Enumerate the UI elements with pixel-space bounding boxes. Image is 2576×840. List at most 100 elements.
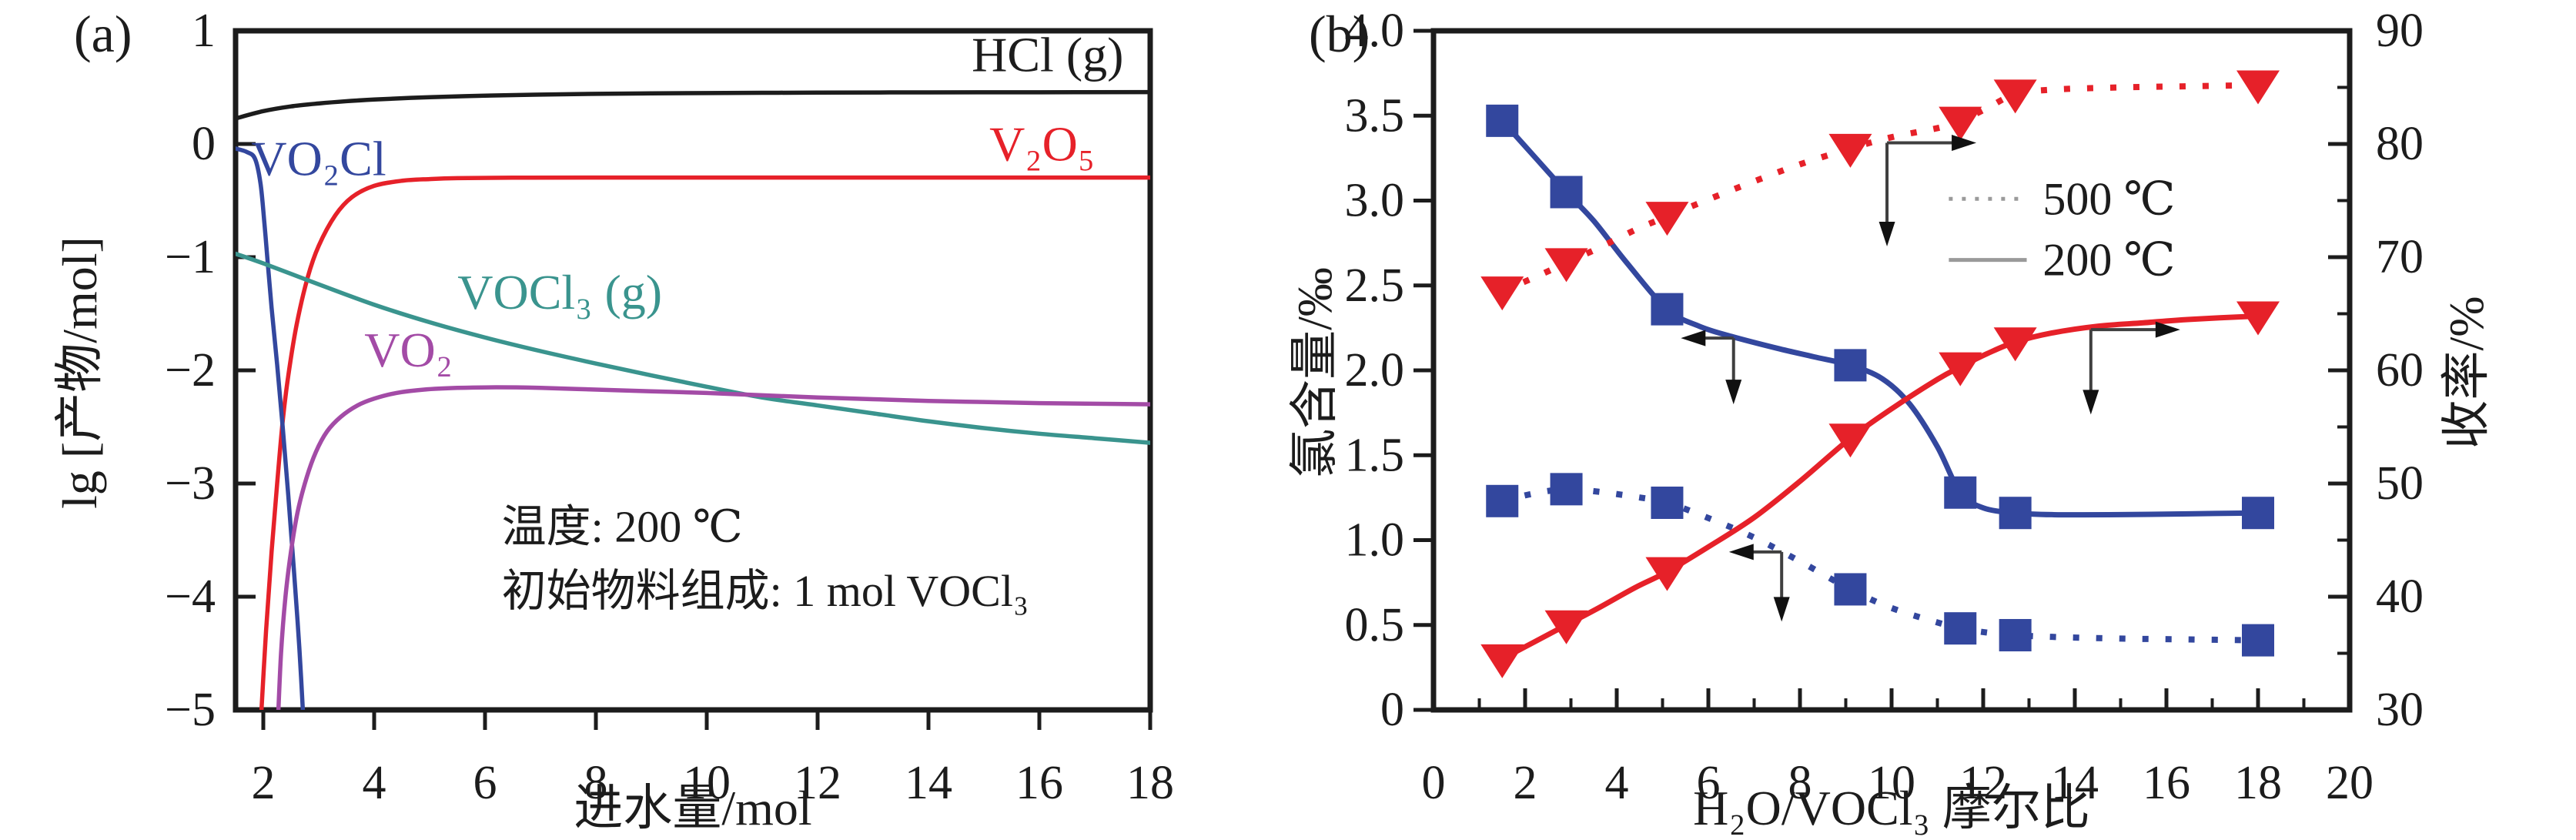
panel-a-y-tick-label: −5 [165,684,216,736]
panel-b-x-axis-title: H₂O/VOCl₃ 摩尔比 [1693,781,2090,835]
panel-a-y-tick-label: −1 [165,231,216,283]
panel-b-x-tick-label: 6 [1697,757,1721,809]
marker-square-cl-200 [1550,176,1583,209]
curve-label-vo2cl: VO₂Cl [251,132,386,186]
panel-a-x-tick-label: 2 [252,757,276,809]
panel-b-right-tick-label: 70 [2376,231,2424,283]
marker-triangle-yield-200 [1645,557,1689,591]
arrow-cl-200-h-arrowhead-icon [1681,330,1706,346]
legend-label-2: 200 ℃ [2042,235,2175,286]
marker-triangle-yield-200 [1480,644,1524,678]
marker-triangle-yield-500 [1939,106,1982,141]
panel-b-x-tick-label: 16 [2143,757,2190,809]
marker-square-cl-200 [1651,293,1684,326]
markers-yield-200 [1480,301,2280,678]
marker-triangle-yield-500 [1993,79,2037,114]
panel-a-annotation-line-1: 温度: 200 ℃ [502,501,743,551]
panel-b-left-tick-label: 4.0 [1345,5,1405,57]
marker-square-cl-200 [2242,497,2274,530]
panel-a-series-group [236,89,1150,710]
marker-triangle-yield-200 [1993,327,2037,362]
panel-b-x-tick-label: 18 [2234,757,2282,809]
arrow-yield-200 [2083,321,2180,415]
arrow-yield-500-v-arrowhead-icon [1878,222,1895,247]
panel-b-x-tick-label: 10 [1868,757,1915,809]
curve-vo2cl [236,146,306,710]
panel-b-right-tick-label: 50 [2376,457,2424,510]
panel-a-y-tick-label: 1 [192,5,216,57]
arrow-yield-200-h-arrowhead-icon [2155,321,2180,338]
curve-label-v2o5: V₂O₅ [989,117,1095,172]
marker-triangle-yield-500 [1828,133,1872,168]
legend-label-1: 500 ℃ [2042,173,2175,224]
panel-b-left-tick-label: 0 [1380,684,1404,736]
curve-label-vocl3: VOCl₃ (g) [457,265,662,320]
marker-square-cl-500 [1944,612,1977,645]
panel-a-x-tick-label: 12 [794,757,841,809]
marker-square-cl-500 [1486,484,1519,517]
panel-b-x-tick-label: 2 [1514,757,1537,809]
panel-b-left-tick-label: 3.5 [1345,89,1405,142]
marker-triangle-yield-500 [1645,202,1689,236]
panel-b-right-tick-label: 40 [2376,571,2424,623]
panel-b-right-tick-label: 90 [2376,5,2424,57]
panel-b-x-tick-label: 0 [1422,757,1446,809]
markers-cl-200 [1486,104,2274,530]
panel-b-left-tick-label: 3.0 [1345,175,1405,227]
panel-b-left-axis-title: 氯含量/‰ [1287,267,1342,478]
marker-square-cl-500 [1550,473,1583,506]
marker-square-cl-200 [1999,497,2032,530]
curve-label-vo2: VO₂ [364,323,453,377]
panel-a-x-tick-label: 16 [1015,757,1063,809]
panel-b-left-tick-label: 2.5 [1345,259,1405,312]
marker-triangle-yield-200 [1939,352,1982,387]
panel-b-right-tick-label: 30 [2376,684,2424,736]
panel-b-left-tick-label: 1.5 [1345,429,1405,481]
panel-b-right-axis-title: 收率/% [2439,296,2494,450]
marker-triangle-yield-500 [2236,70,2280,105]
arrow-yield-200-v-arrowhead-icon [2083,390,2099,415]
panel-b-left-tick-label: 0.5 [1345,599,1405,651]
panel-a-y-tick-label: −4 [165,571,216,623]
panel-b-plot: 0 2 4 6 8 10 12 14 16 18 20 0 0.5 1.0 1.5 2.0 2.5 3.0 3.5 4… [1345,5,2424,809]
panel-b-right-tick-label: 80 [2376,118,2424,170]
panel-b-x-tick-label: 8 [1788,757,1812,809]
marker-triangle-yield-500 [1480,276,1524,311]
arrow-yield-500-h-arrowhead-icon [1952,135,1977,152]
marker-square-cl-200 [1944,476,1977,509]
curve-vocl3 [236,251,1150,445]
panel-b-left-tick-label: 2.0 [1345,344,1405,397]
panel-a-y-axis-title: lg [产物/mol] [52,236,107,509]
marker-square-cl-500 [2242,624,2274,657]
marker-square-cl-500 [1834,573,1867,606]
marker-triangle-yield-200 [1544,610,1588,644]
arrow-cl-500-h-arrowhead-icon [1728,544,1754,561]
panel-a-x-tick-label: 18 [1126,757,1174,809]
panel-a-y-tick-label: 0 [192,118,216,170]
panel-b-x-tick-label: 20 [2326,757,2374,809]
panel-b-tag: (b) [1309,5,1370,63]
curve-label-hcl: HCl (g) [972,27,1123,82]
marker-triangle-yield-200 [2236,301,2280,336]
panel-b-x-tick-label: 14 [2051,757,2099,809]
marker-square-cl-200 [1834,349,1867,382]
panel-b-x-tick-label: 12 [1959,757,2007,809]
markers-cl-500 [1486,473,2274,657]
panel-b-legend: 500 ℃ 200 ℃ [1949,173,2175,286]
marker-square-cl-500 [1999,618,2032,651]
panel-b-x-tick-label: 4 [1605,757,1629,809]
arrow-cl-200 [1681,330,1742,405]
arrow-cl-500-v-arrowhead-icon [1773,597,1790,622]
panel-a-y-tick-label: −3 [165,457,216,510]
panel-b-frame [1430,28,2353,713]
panel-b-right-tick-label: 60 [2376,344,2424,397]
panel-a-x-axis-title: 进水量/mol [574,781,812,835]
marker-square-cl-200 [1486,104,1519,137]
panel-a-x-tick-label: 8 [584,757,608,809]
panel-a-y-tick-label: −2 [165,344,216,397]
panel-a-tag: (a) [74,5,132,63]
curve-v2o5 [259,175,1150,710]
